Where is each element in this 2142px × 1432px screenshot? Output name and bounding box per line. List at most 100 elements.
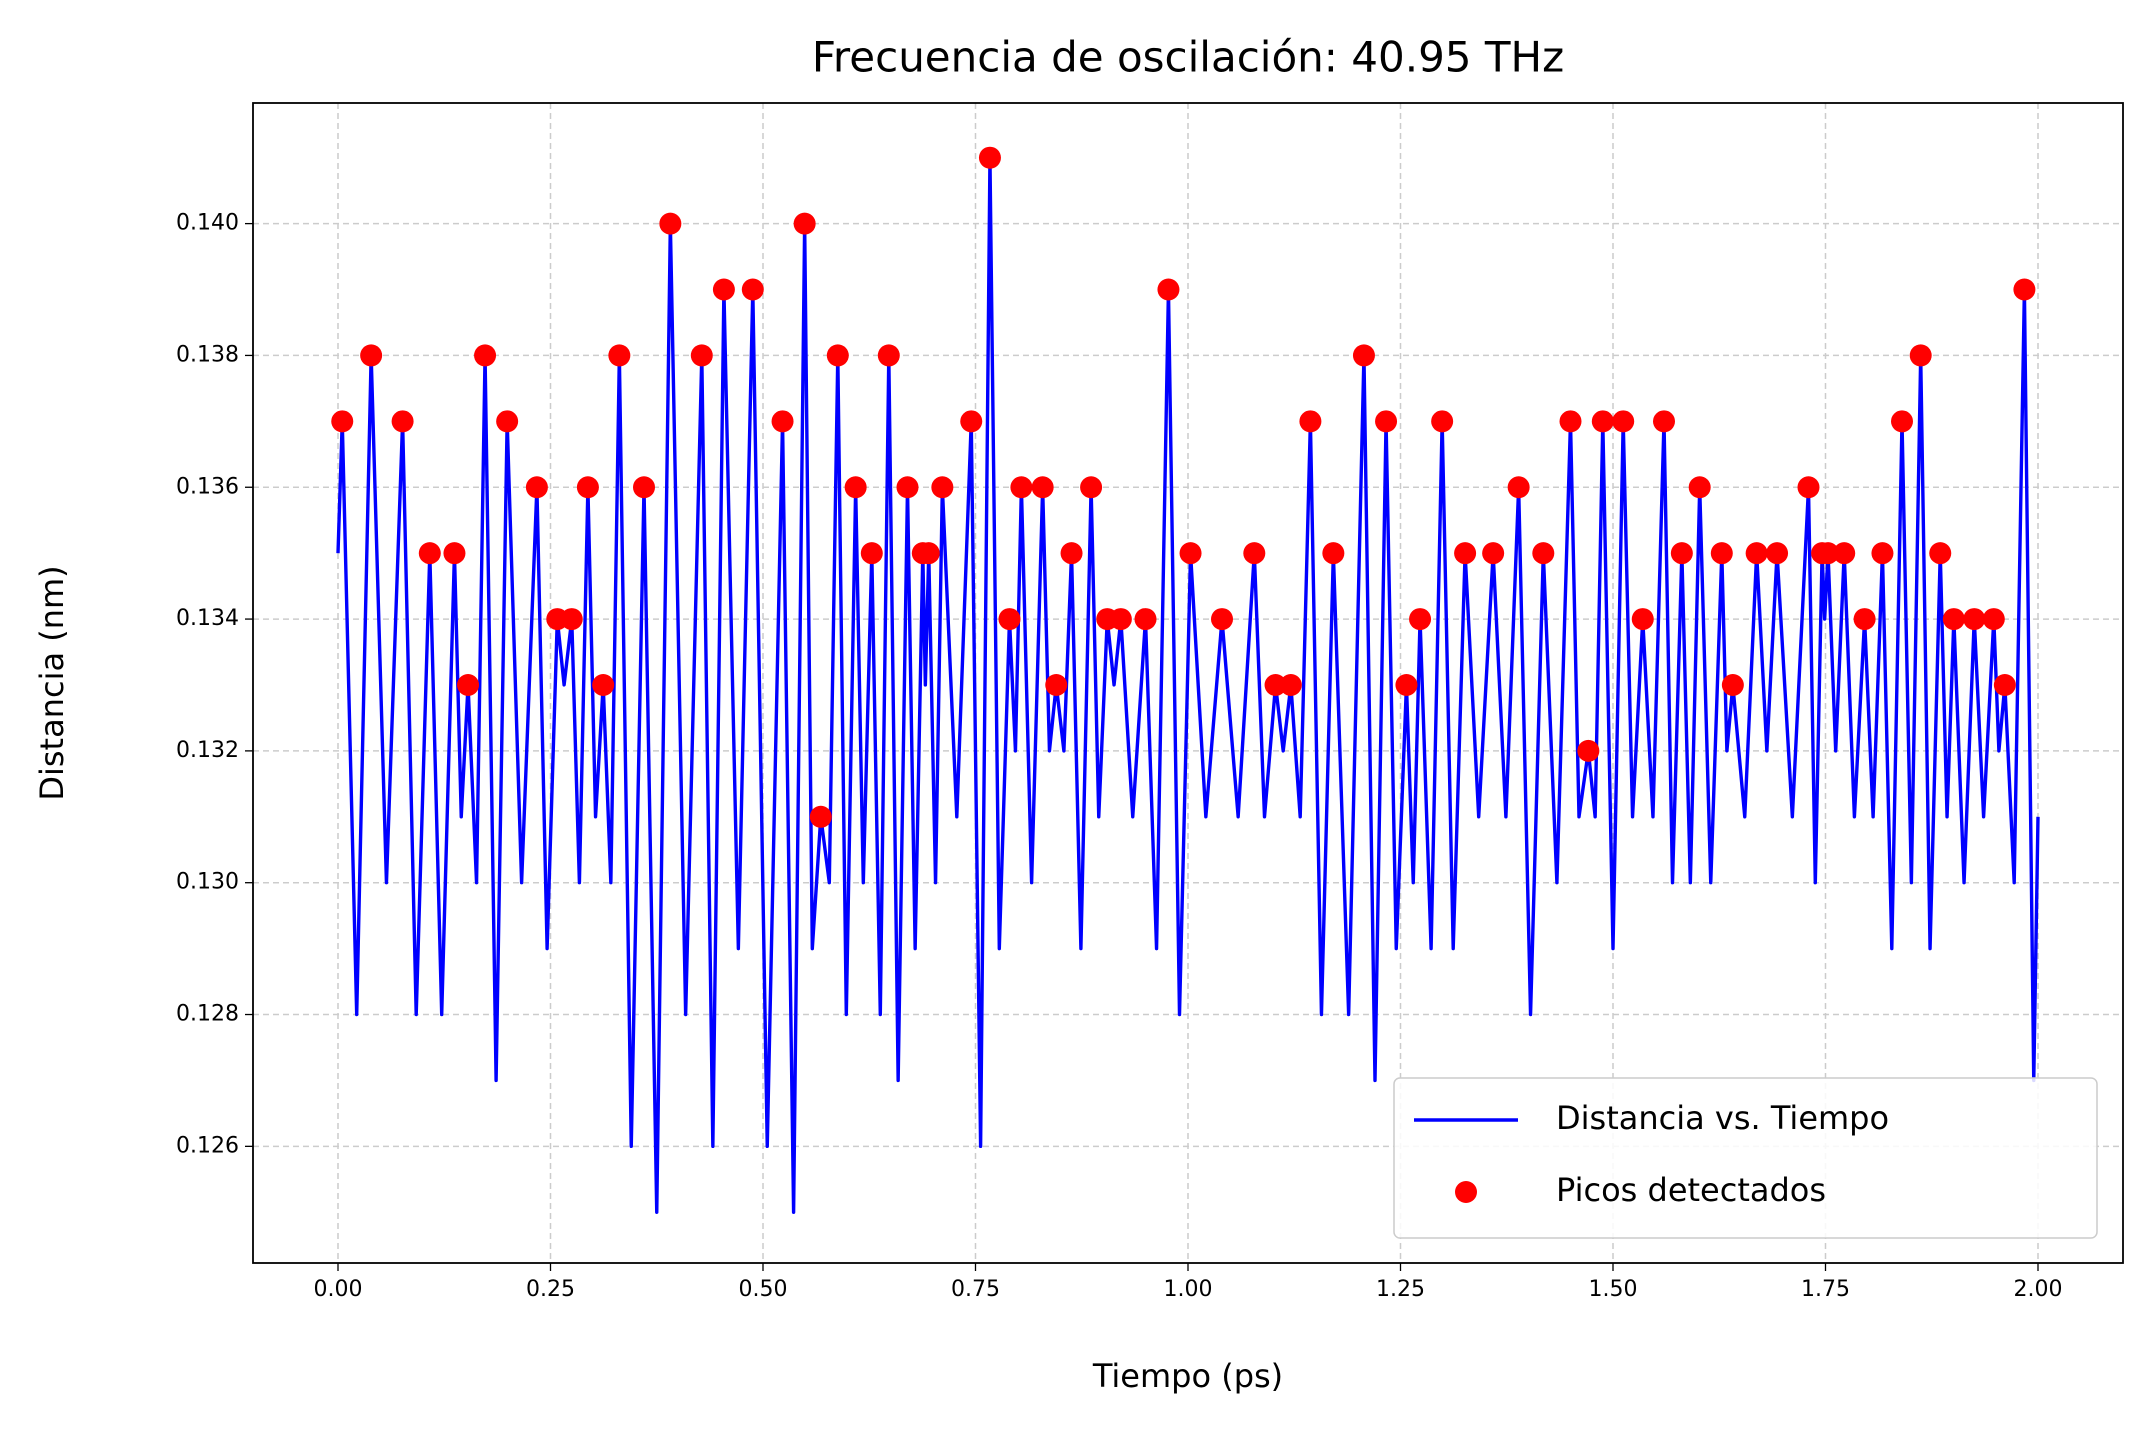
- peak-marker: [1963, 608, 1986, 631]
- peak-marker: [1871, 542, 1894, 565]
- legend-label: Picos detectados: [1556, 1171, 1826, 1209]
- legend-marker: [1455, 1181, 1477, 1203]
- peak-marker: [1179, 542, 1202, 565]
- x-tick-label: 1.50: [1589, 1277, 1638, 1302]
- x-axis-label: Tiempo (ps): [1092, 1357, 1283, 1395]
- peak-marker: [1577, 739, 1600, 762]
- peak-marker: [1929, 542, 1952, 565]
- peak-marker: [1591, 410, 1614, 433]
- peak-marker: [771, 410, 794, 433]
- peak-marker: [1211, 608, 1233, 631]
- peak-marker: [1766, 542, 1789, 565]
- peak-marker: [331, 410, 354, 433]
- peak-marker: [960, 410, 983, 433]
- peak-marker: [741, 278, 764, 301]
- peak-marker: [391, 410, 414, 433]
- peak-marker: [659, 212, 682, 235]
- x-tick-label: 0.25: [526, 1277, 575, 1302]
- peak-marker: [712, 278, 735, 301]
- y-tick-label: 0.130: [176, 870, 239, 895]
- peak-marker: [1243, 542, 1266, 565]
- x-tick-label: 0.00: [314, 1277, 363, 1302]
- peak-marker: [1670, 542, 1693, 565]
- peak-marker: [1993, 673, 2016, 696]
- peak-marker: [1409, 608, 1432, 631]
- peak-marker: [457, 673, 480, 696]
- peak-marker: [525, 476, 548, 499]
- peak-marker: [1134, 608, 1157, 631]
- peak-marker: [1817, 542, 1840, 565]
- peak-marker: [1710, 542, 1733, 565]
- peak-marker: [1745, 542, 1768, 565]
- peak-marker: [1264, 673, 1287, 696]
- peak-marker: [608, 344, 631, 367]
- x-tick-label: 2.00: [2014, 1277, 2063, 1302]
- peak-marker: [1482, 542, 1505, 565]
- peak-marker: [1031, 476, 1054, 499]
- peak-marker: [360, 344, 383, 367]
- peak-marker: [1653, 410, 1675, 433]
- peak-marker: [1045, 673, 1068, 696]
- peak-marker: [1721, 673, 1744, 696]
- legend-box: [1393, 1077, 2098, 1239]
- peak-marker: [809, 805, 832, 828]
- peak-marker: [1375, 410, 1398, 433]
- x-tick-label: 0.50: [739, 1277, 788, 1302]
- peak-marker: [1909, 344, 1932, 367]
- peak-marker: [917, 542, 940, 565]
- peak-marker: [1352, 344, 1375, 367]
- chart-title: Frecuencia de oscilación: 40.95 THz: [812, 33, 1564, 82]
- peak-marker: [978, 146, 1001, 169]
- x-tick-label: 1.00: [1164, 1277, 1213, 1302]
- x-tick-label: 1.25: [1376, 1277, 1425, 1302]
- peak-marker: [1454, 542, 1477, 565]
- y-tick-label: 0.134: [176, 606, 239, 631]
- peak-marker: [1060, 542, 1083, 565]
- peak-marker: [1612, 410, 1635, 433]
- peak-marker: [1688, 476, 1711, 499]
- peak-marker: [1157, 278, 1180, 301]
- y-tick-label: 0.138: [176, 342, 239, 367]
- x-tick-label: 0.75: [951, 1277, 1000, 1302]
- peak-marker: [793, 212, 816, 235]
- peak-marker: [998, 608, 1021, 631]
- peak-marker: [896, 476, 919, 499]
- peak-marker: [1559, 410, 1582, 433]
- peak-marker: [1080, 476, 1103, 499]
- y-tick-label: 0.128: [176, 1002, 239, 1027]
- peak-marker: [633, 476, 655, 499]
- peak-marker: [418, 542, 441, 565]
- peak-marker: [690, 344, 713, 367]
- peak-marker: [860, 542, 883, 565]
- peak-marker: [1631, 608, 1654, 631]
- peak-marker: [1853, 608, 1876, 631]
- peak-marker: [844, 476, 867, 499]
- peak-marker: [592, 673, 615, 696]
- y-axis-label: Distancia (nm): [33, 565, 71, 800]
- legend-label: Distancia vs. Tiempo: [1556, 1099, 1889, 1137]
- data-line: [336, 156, 2040, 1214]
- peak-marker: [1322, 542, 1345, 565]
- plot-frame: [252, 102, 2124, 1264]
- peak-marker: [1532, 542, 1555, 565]
- peak-marker: [1010, 476, 1033, 499]
- peak-marker: [1507, 476, 1530, 499]
- peak-marker: [474, 344, 497, 367]
- peak-marker: [443, 542, 466, 565]
- legend: Distancia vs. Tiempo Picos detectados: [1393, 1077, 2098, 1239]
- y-tick-label: 0.140: [176, 211, 239, 236]
- peak-marker: [1891, 410, 1913, 433]
- peak-marker: [1833, 542, 1856, 565]
- peak-marker: [931, 476, 954, 499]
- peak-marker: [560, 608, 583, 631]
- peak-marker: [1395, 673, 1418, 696]
- peak-marker: [877, 344, 900, 367]
- peak-marker: [1279, 673, 1302, 696]
- peak-marker: [2013, 278, 2036, 301]
- y-tick-label: 0.126: [176, 1133, 239, 1158]
- peak-marker: [576, 476, 599, 499]
- peak-marker: [826, 344, 849, 367]
- peak-marker: [1982, 608, 2005, 631]
- y-tick-label: 0.136: [176, 474, 239, 499]
